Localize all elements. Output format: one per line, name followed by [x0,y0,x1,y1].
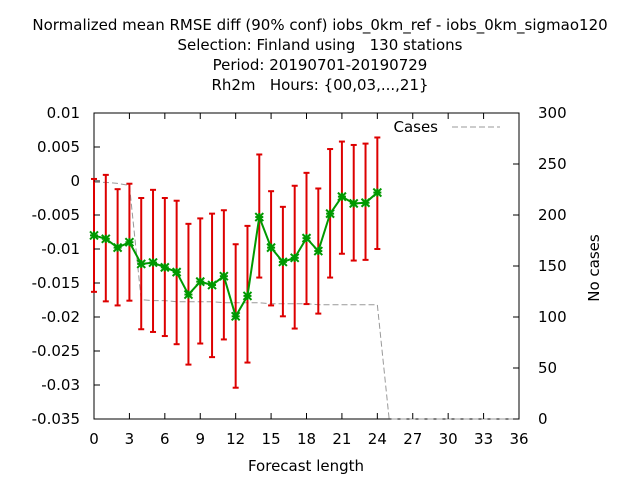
data-point [301,233,312,243]
legend-label-cases: Cases [393,118,438,136]
x-tick-label: 18 [297,430,316,448]
data-point [289,253,300,263]
data-point [89,230,99,241]
data-point [266,242,276,253]
data-point [136,259,146,269]
data-point [101,234,111,244]
y-tick-label: -0.03 [41,376,80,394]
data-point [207,280,217,290]
y-tick-label: -0.025 [32,342,80,360]
axis-ticks: 0 3 6 9 12 15 18 21 24 27 30 33 360.010.0050-0.005-0… [32,104,567,448]
y-tick-label: 0 [70,172,80,190]
chart-title-line-2: Selection: Finland using 130 stations [177,36,463,54]
x-tick-label: 27 [403,430,422,448]
y-tick-label: 0.01 [47,104,80,122]
data-point [230,311,241,322]
y-tick-label: -0.035 [32,410,80,428]
data-point [160,262,170,273]
data-point [242,291,253,301]
data-point [124,237,135,247]
y2-tick-label: 200 [538,206,567,224]
x-tick-label: 21 [332,430,351,448]
data-point [171,267,182,277]
y-tick-label: -0.005 [32,206,80,224]
data-point [219,271,229,281]
x-tick-label: 15 [262,430,281,448]
y2-tick-label: 150 [538,257,567,275]
x-tick-label: 6 [160,430,170,448]
y2-axis-label: No cases [585,234,603,302]
y2-tick-label: 0 [538,410,548,428]
data-point [195,276,205,287]
data-point [325,208,335,219]
y-tick-label: -0.015 [32,274,80,292]
data-point [148,257,158,268]
x-tick-label: 30 [439,430,458,448]
x-tick-label: 9 [195,430,205,448]
x-tick-label: 12 [226,430,245,448]
error-bars [91,136,381,389]
data-point [360,198,371,208]
mean-series [89,187,383,322]
data-point [313,246,324,256]
y-tick-label: -0.02 [41,308,80,326]
y2-tick-label: 100 [538,308,567,326]
data-point [278,257,288,267]
x-tick-label: 24 [368,430,387,448]
data-point [112,242,123,253]
data-point [183,289,194,300]
y-tick-label: -0.01 [41,240,80,258]
x-tick-label: 36 [509,430,528,448]
y2-tick-label: 250 [538,155,567,173]
y-tick-label: 0.005 [37,138,80,156]
x-tick-label: 0 [89,430,99,448]
chart-title-line-1: Normalized mean RMSE diff (90% conf) iob… [32,16,608,34]
y2-tick-label: 50 [538,359,557,377]
x-tick-label: 33 [474,430,493,448]
data-point [337,191,347,202]
chart-title-line-4: Rh2m Hours: {00,03,...,21} [211,76,429,94]
data-point [254,212,264,222]
x-tick-label: 3 [125,430,135,448]
data-point [349,198,359,209]
chart-title-line-3: Period: 20190701-20190729 [212,56,428,74]
x-axis-label: Forecast length [248,457,364,475]
data-point [372,187,383,198]
legend: Cases [393,118,500,136]
y2-tick-label: 300 [538,104,567,122]
